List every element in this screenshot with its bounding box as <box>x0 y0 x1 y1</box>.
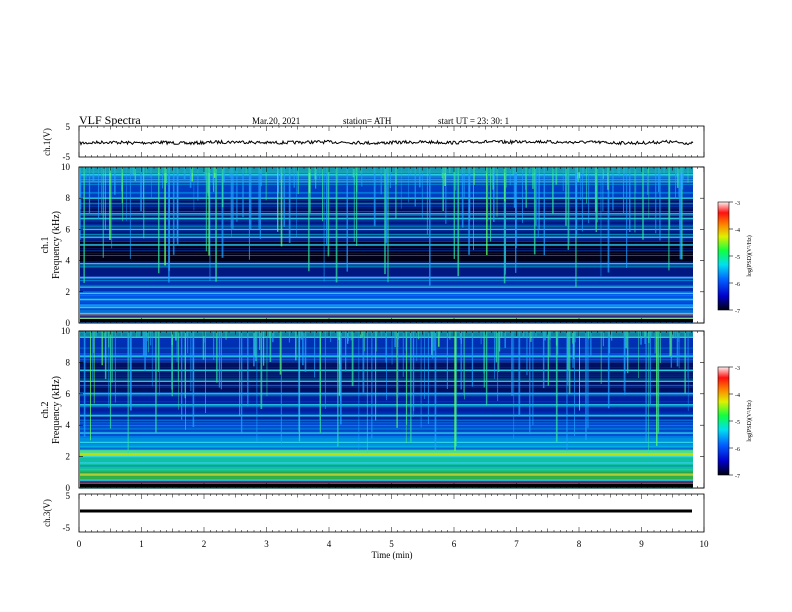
line-frequency-mark <box>80 298 693 301</box>
line-frequency-mark <box>80 415 693 417</box>
ch2-spectrogram-image <box>80 331 704 489</box>
x-tick-label: 2 <box>202 539 207 549</box>
frequency-tick-label: 6 <box>66 224 71 234</box>
ch1-waveform-panel: 5 -5 ch.1(V) <box>42 122 705 162</box>
ch2-colorbar: -3 -4 -5 -6 -7 log(PSD)(V²/Hz) <box>717 366 753 480</box>
line-frequency-mark <box>80 462 693 464</box>
x-axis-label: Time (min) <box>372 550 413 560</box>
date-label: Mar.20, 2021 <box>252 116 300 126</box>
colorbar-tick-label: -5 <box>735 420 740 426</box>
x-tick-label: 9 <box>639 539 644 549</box>
colorbar-tick-label: -4 <box>735 393 740 399</box>
colorbar-tick-label: -6 <box>735 282 740 288</box>
ch1-spectrogram-panel: 0 2 4 6 8 10 ch.1 Frequency (kHz) <box>40 162 705 328</box>
frequency-tick-label: 8 <box>66 357 71 367</box>
figure-title: VLF Spectra <box>79 113 141 127</box>
ch1-spec-ylabel-a: ch.1 <box>40 237 51 254</box>
ch3-ytick-top: 5 <box>66 491 71 501</box>
station-label: station= ATH <box>343 116 392 126</box>
line-frequency-mark <box>80 479 693 481</box>
x-tick-label: 8 <box>577 539 582 549</box>
line-frequency-mark <box>80 263 693 265</box>
x-tick-label: 5 <box>389 539 394 549</box>
line-frequency-mark <box>80 455 693 458</box>
ch3-ytick-bottom: -5 <box>63 523 71 533</box>
ch3-ylabel: ch.3(V) <box>42 499 52 527</box>
line-frequency-mark <box>80 286 693 288</box>
colorbar-tick-label: -7 <box>735 474 740 480</box>
ch1-spectrogram-image <box>80 167 704 323</box>
line-frequency-mark <box>80 312 693 315</box>
x-tick-label: 4 <box>327 539 332 549</box>
line-frequency-mark <box>80 292 693 295</box>
ch1-colorbar-label: log(PSD)(V²/Hz) <box>746 235 753 276</box>
x-tick-label: 3 <box>264 539 269 549</box>
line-frequency-mark <box>80 244 693 246</box>
ch2-spectrogram-panel: 0 2 4 6 8 10 ch.2 Frequency (kHz) <box>40 326 705 493</box>
colorbar-tick-label: -4 <box>735 228 740 234</box>
frequency-tick-label: 0 <box>66 483 71 493</box>
x-tick-label: 0 <box>77 539 82 549</box>
ch1-ytick-top: 5 <box>66 122 71 132</box>
ch1-waveform-line <box>79 138 694 146</box>
line-frequency-mark <box>80 432 693 434</box>
line-frequency-mark <box>80 451 693 453</box>
colorbar-tick-label: -6 <box>735 447 740 453</box>
ch3-waveform-panel: 5 -5 ch.3(V) 0 1 2 3 4 5 6 7 8 9 10 Time (min) <box>42 491 709 560</box>
colorbar-tick-label: -5 <box>735 255 740 261</box>
x-tick-label: 1 <box>139 539 144 549</box>
frequency-tick-label: 2 <box>66 287 71 297</box>
frequency-tick-label: 0 <box>66 318 71 328</box>
ch1-colorbar: -3 -4 -5 -6 -7 log(PSD)(V²/Hz) <box>717 201 753 315</box>
frequency-tick-label: 6 <box>66 389 71 399</box>
frequency-tick-label: 2 <box>66 452 71 462</box>
frequency-tick-label: 4 <box>66 420 71 430</box>
line-frequency-mark <box>80 404 693 406</box>
x-tick-label: 10 <box>700 539 710 549</box>
x-tick-label: 6 <box>452 539 457 549</box>
ch1-ytick-bottom: -5 <box>63 152 71 162</box>
ch1-spec-ylabel-b: Frequency (kHz) <box>51 211 62 279</box>
ch1-ylabel: ch.1(V) <box>42 128 52 156</box>
frequency-tick-label: 4 <box>66 256 71 266</box>
frequency-tick-label: 8 <box>66 193 71 203</box>
x-tick-label: 7 <box>514 539 519 549</box>
ch2-spec-ylabel-b: Frequency (kHz) <box>51 376 62 444</box>
colorbar-tick-label: -3 <box>735 366 740 372</box>
colorbar-tick-label: -3 <box>735 201 740 207</box>
line-frequency-mark <box>80 441 693 444</box>
frequency-tick-label: 10 <box>61 162 71 172</box>
frequency-tick-label: 10 <box>61 326 71 336</box>
line-frequency-mark <box>80 277 693 279</box>
line-frequency-mark <box>80 306 693 309</box>
start-ut-label: start UT = 23: 30: 1 <box>438 116 509 126</box>
colorbar-tick-label: -7 <box>735 309 740 315</box>
ch2-spec-ylabel-a: ch.2 <box>40 402 51 419</box>
ch2-colorbar-label: log(PSD)(V²/Hz) <box>746 400 753 441</box>
